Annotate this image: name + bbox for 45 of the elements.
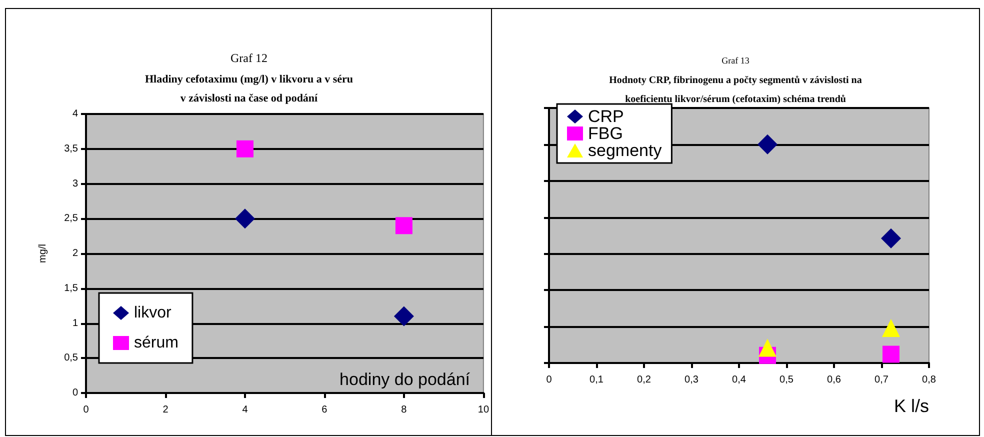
- point: [882, 346, 900, 363]
- point: [394, 306, 414, 326]
- legend-label: CRP: [588, 107, 624, 126]
- point: [881, 228, 901, 248]
- y-tick-label: 3: [72, 178, 78, 190]
- y-tick-label: 2,5: [64, 213, 78, 224]
- y-tick-label: 1: [72, 318, 78, 329]
- x-tick-label: 6: [322, 404, 328, 416]
- legend-label: sérum: [134, 334, 178, 352]
- legend-label: segmenty: [588, 141, 662, 160]
- x-tick-label: 0,4: [732, 374, 746, 386]
- legend-label: FBG: [588, 124, 623, 143]
- chart-title: Graf 13: [722, 56, 750, 66]
- point: [758, 134, 778, 154]
- chart-title: Graf 12: [230, 51, 268, 65]
- x-tick-label: 0: [546, 374, 552, 386]
- point: [882, 319, 900, 338]
- point: [395, 217, 412, 234]
- point: [234, 208, 255, 229]
- y-tick-label: 1,5: [64, 282, 78, 294]
- x-tick-label: 0,3: [684, 374, 699, 386]
- x-tick-label: 0,5: [780, 374, 794, 386]
- point: [758, 338, 776, 357]
- x-axis-title: hodiny do podání: [340, 370, 470, 389]
- x-tick-label: 0,2: [637, 374, 652, 386]
- x-tick-label: 0,1: [590, 374, 604, 386]
- x-axis-title: K l/s: [894, 396, 929, 416]
- x-tick-label: 0: [83, 404, 90, 416]
- legend-label: likvor: [134, 304, 172, 322]
- x-tick-label: 2: [162, 404, 169, 416]
- y-tick-label: 2: [72, 248, 78, 259]
- chart-subtitle: Hodnoty CRP, fibrinogenu a počty segmentů v závislosti na koeficientu likvor/sérum (cefotaxim) schéma trendů: [609, 75, 862, 105]
- y-tick-label: 0,5: [64, 352, 78, 364]
- y-tick-label: 4: [72, 108, 78, 120]
- chart-subtitle: Hladiny cefotaximu (mg/l) v likvoru a v séru v závislosti na čase od podání: [144, 74, 354, 104]
- y-axis-title: mg/l: [38, 244, 48, 263]
- x-tick-label: 4: [242, 404, 248, 416]
- x-tick-label: 0,8: [922, 374, 936, 386]
- x-tick-label: 0,6: [827, 374, 842, 386]
- point: [236, 140, 254, 158]
- y-tick-label: 0: [72, 388, 78, 398]
- y-tick-label: 3,5: [64, 143, 78, 154]
- x-tick-label: 10: [478, 404, 490, 416]
- x-tick-label: 8: [401, 404, 408, 416]
- x-tick-label: 0,7: [874, 374, 889, 386]
